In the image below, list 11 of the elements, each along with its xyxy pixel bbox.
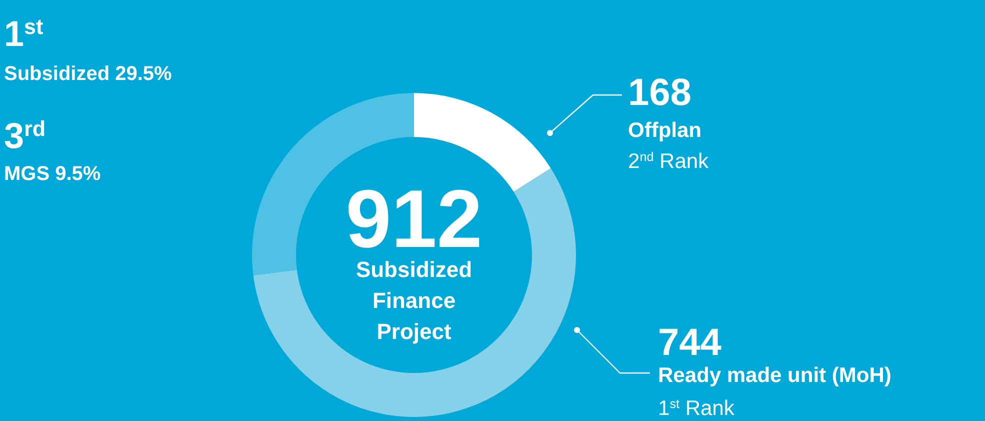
slice-label: Offplan xyxy=(628,119,702,142)
text: 1$^{st}$ xyxy=(4,13,44,54)
donut-slice xyxy=(253,168,576,417)
slice-label: Ready made unit (MoH) xyxy=(658,364,892,387)
text: 1$^{st}$ Rank xyxy=(658,397,735,420)
text: MGS 9.5% xyxy=(4,163,101,185)
text: 168 xyxy=(628,72,692,114)
text: 2$^{nd}$ Rank xyxy=(628,150,710,173)
text: 744 xyxy=(658,322,722,364)
text: 3$^{rd}$ xyxy=(4,115,46,156)
text: Subsidized 29.5% xyxy=(4,63,172,85)
